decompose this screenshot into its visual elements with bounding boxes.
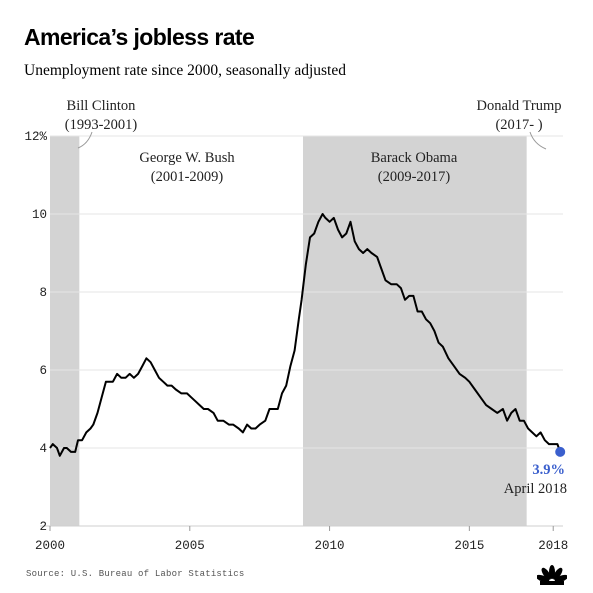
y-tick-label: 6 bbox=[39, 364, 47, 378]
nbc-peacock-icon bbox=[537, 565, 567, 585]
chart-subtitle: Unemployment rate since 2000, seasonally… bbox=[24, 62, 346, 79]
obama-label-name: Barack Obama bbox=[371, 150, 458, 166]
x-tick-label: 2005 bbox=[175, 539, 205, 553]
y-tick-label: 10 bbox=[32, 208, 47, 222]
bush-label-name: George W. Bush bbox=[139, 150, 235, 166]
y-tick-label: 4 bbox=[39, 442, 47, 456]
obama-label-years: (2009-2017) bbox=[378, 169, 451, 185]
grid-lines bbox=[40, 135, 563, 527]
period-labels: Bill Clinton (1993-2001) George W. Bush (20… bbox=[65, 98, 562, 185]
y-tick-label: 8 bbox=[39, 286, 47, 300]
trump-label-name: Donald Trump bbox=[476, 98, 561, 114]
x-tick-label: 2018 bbox=[538, 539, 568, 553]
chart-title: America’s jobless rate bbox=[24, 24, 255, 50]
clinton-label-years: (1993-2001) bbox=[65, 117, 138, 133]
y-axis-ticks: 2 4 6 8 10 12% bbox=[24, 130, 47, 534]
source-note: Source: U.S. Bureau of Labor Statistics bbox=[26, 569, 245, 579]
leader-lines bbox=[77, 131, 547, 150]
y-tick-label: 12% bbox=[24, 130, 47, 144]
x-tick-label: 2010 bbox=[315, 539, 345, 553]
latest-value-label: 3.9% bbox=[532, 462, 565, 478]
period-shades bbox=[50, 136, 527, 526]
series-line bbox=[49, 213, 562, 457]
clinton-label-name: Bill Clinton bbox=[67, 98, 137, 114]
latest-point-marker bbox=[555, 446, 566, 457]
latest-date-label: April 2018 bbox=[504, 481, 567, 497]
trump-leader bbox=[529, 131, 547, 150]
x-tick-label: 2000 bbox=[35, 539, 65, 553]
period-shade-2 bbox=[303, 136, 527, 526]
bush-label-years: (2001-2009) bbox=[151, 169, 224, 185]
end-annotation: 3.9% April 2018 bbox=[504, 446, 567, 497]
period-shade-0 bbox=[50, 136, 80, 526]
x-axis-ticks: 2000 2005 2010 2015 2018 bbox=[35, 526, 568, 553]
y-tick-label: 2 bbox=[39, 520, 47, 534]
clinton-leader bbox=[77, 131, 93, 149]
trump-label-years: (2017- ) bbox=[495, 117, 542, 133]
x-tick-label: 2015 bbox=[454, 539, 484, 553]
